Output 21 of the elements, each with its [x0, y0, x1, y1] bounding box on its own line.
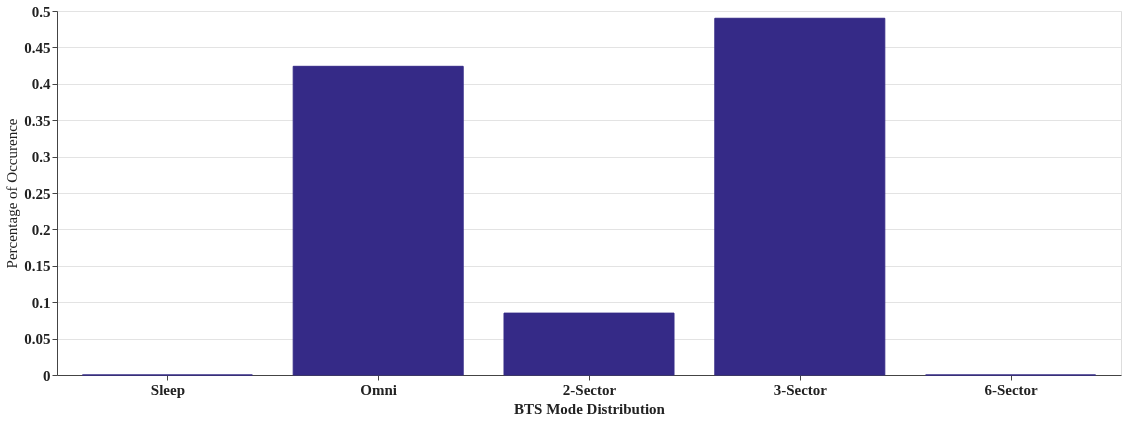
y-tick-label: 0.35: [24, 112, 51, 129]
y-tick-label: 0.1: [31, 294, 51, 311]
y-tick-label: 0.25: [24, 185, 51, 202]
x-tick-label: 3-Sector: [773, 381, 828, 398]
x-tick-label: Sleep: [150, 381, 185, 398]
y-tick-label: 0.2: [31, 221, 51, 238]
bar: [292, 65, 464, 376]
y-tick-label: 0.45: [24, 39, 51, 56]
y-axis-title: Percentage of Occurence: [4, 118, 21, 269]
bar: [714, 17, 886, 376]
x-tick-label: 6-Sector: [984, 381, 1039, 398]
y-tick-label: 0.05: [24, 331, 51, 348]
y-tick-label: 0.4: [31, 76, 51, 93]
x-tick-label: 2-Sector: [562, 381, 617, 398]
y-tick-label: 0.15: [24, 258, 51, 275]
y-tick-label: 0.3: [31, 149, 51, 166]
y-tick-label: 0.5: [31, 3, 51, 20]
x-axis-title: BTS Mode Distribution: [514, 400, 666, 417]
x-tick-label: Omni: [360, 381, 398, 398]
bar: [503, 312, 675, 376]
y-tick-label: 0: [43, 367, 51, 384]
